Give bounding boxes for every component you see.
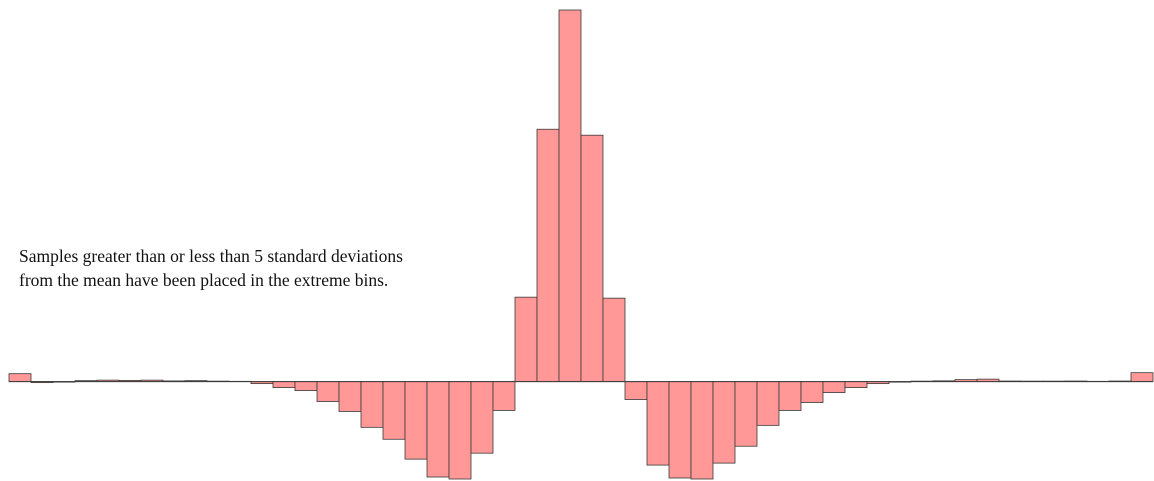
histogram-bar-19: [426, 381, 450, 478]
histogram-bar-51: [1130, 372, 1154, 383]
histogram-bar-0: [8, 373, 32, 383]
histogram-bar-27: [602, 297, 626, 383]
histogram-bar-18: [404, 381, 428, 460]
histogram-bar-24: [536, 128, 560, 383]
histogram-bar-32: [712, 381, 736, 464]
histogram-bar-13: [294, 381, 318, 391]
histogram-bar-29: [646, 381, 670, 466]
histogram-bar-12: [272, 381, 296, 388]
histogram-bar-20: [448, 381, 472, 480]
histogram-bar-31: [690, 381, 714, 480]
histogram-bar-35: [778, 381, 802, 411]
histogram-bar-37: [822, 381, 846, 393]
histogram-bar-23: [514, 296, 538, 383]
histogram-bar-28: [624, 381, 648, 400]
histogram-bars: [8, 9, 1154, 480]
histogram-bar-38: [844, 381, 868, 388]
histogram-bar-14: [316, 381, 340, 402]
histogram-bar-22: [492, 381, 516, 411]
histogram-bar-16: [360, 381, 384, 428]
extreme-bins-note: Samples greater than or less than 5 stan…: [19, 246, 403, 290]
histogram-bar-25: [558, 9, 582, 383]
histogram-bar-15: [338, 381, 362, 412]
histogram-bar-21: [470, 381, 494, 454]
histogram-bar-17: [382, 381, 406, 440]
histogram-bar-33: [734, 381, 758, 447]
histogram-bar-30: [668, 381, 692, 479]
histogram-bar-36: [800, 381, 824, 403]
histogram-bar-34: [756, 381, 780, 426]
histogram-bar-26: [580, 134, 604, 383]
